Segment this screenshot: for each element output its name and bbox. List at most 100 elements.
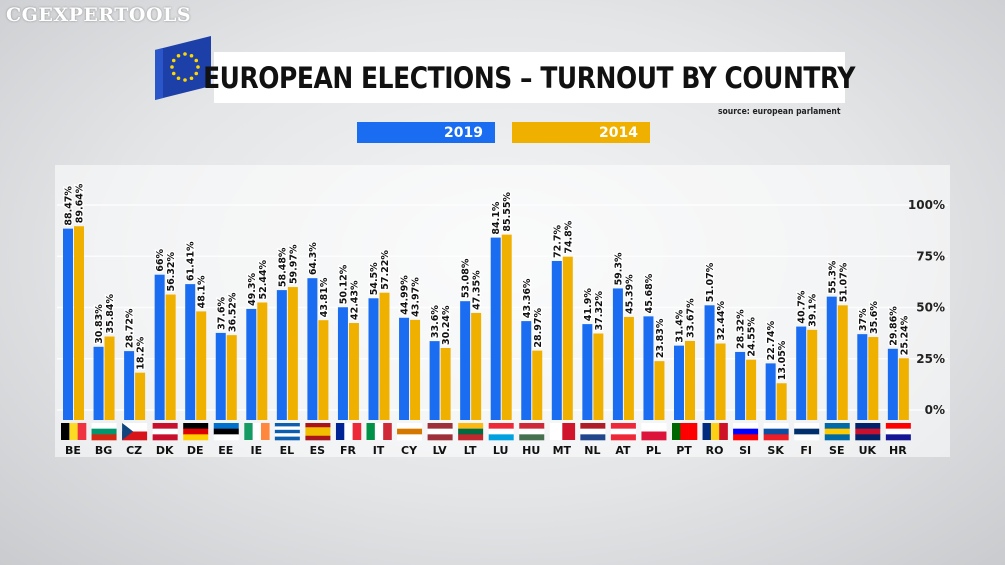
bar-value-label: 25.24% — [899, 315, 910, 355]
bar-value-label: 47.35% — [472, 270, 483, 310]
bar-value-label: 29.86% — [888, 306, 899, 346]
flag-LV-stripe — [427, 434, 453, 441]
bar-value-label: 72.7% — [552, 225, 563, 258]
bar-value-label: 74.8% — [563, 220, 574, 253]
bar-2019-RO — [704, 305, 715, 420]
bar-value-label: 37% — [858, 308, 869, 331]
country-label: RO — [706, 444, 724, 457]
bar-2014-DE — [196, 311, 207, 420]
flag-CZ-triangle — [122, 423, 134, 440]
country-label: NL — [584, 444, 600, 457]
country-label: ES — [310, 444, 326, 457]
flag-DE-stripe — [183, 434, 209, 441]
title-box: EUROPEAN ELECTIONS – TURNOUT BY COUNTRY — [204, 52, 856, 103]
bar-value-label: 59.3% — [613, 252, 624, 285]
flag-EL-stripe — [274, 433, 300, 437]
flag-EL-stripe — [274, 423, 300, 427]
flag-FI-stripe — [794, 423, 820, 429]
bar-2019-SI — [735, 351, 746, 420]
bar-2014-IT — [379, 292, 390, 420]
eu-star-icon — [171, 58, 176, 63]
y-tick-label: 50% — [916, 301, 945, 315]
flag-ES-stripe — [305, 431, 331, 437]
bar-value-label: 48.1% — [197, 275, 208, 308]
flag-BE-stripe — [61, 423, 70, 440]
flag-LT-stripe — [458, 434, 484, 441]
flag-BE-stripe — [77, 423, 87, 440]
bar-value-label: 36.52% — [227, 292, 238, 332]
eu-star-icon — [183, 52, 187, 56]
country-label: EL — [280, 444, 295, 457]
bar-2019-SE — [826, 296, 837, 420]
flag-DK-stripe — [152, 434, 178, 441]
bar-2014-SE — [837, 305, 848, 420]
bar-value-label: 55.3% — [827, 260, 838, 293]
country-label: CY — [401, 444, 418, 457]
bar-value-label: 51.07% — [705, 262, 716, 302]
flag-EE-stripe — [213, 434, 239, 441]
bar-2019-AT — [612, 288, 623, 420]
bar-2019-BG — [93, 346, 104, 420]
flag-PT-stripe — [680, 423, 689, 440]
bar-2014-BE — [74, 226, 84, 420]
chart-title: EUROPEAN ELECTIONS – TURNOUT BY COUNTRY — [203, 60, 856, 95]
country-label: HR — [889, 444, 907, 457]
bar-2014-CZ — [135, 372, 146, 420]
country-label: PT — [676, 444, 692, 457]
flag-AT-stripe — [610, 434, 636, 441]
flag-IE-stripe — [260, 423, 270, 440]
flag-LT-stripe — [458, 423, 484, 429]
eu-star-icon — [183, 78, 187, 82]
bar-2019-PT — [674, 345, 684, 420]
bar-value-label: 37.6% — [216, 296, 227, 329]
bar-2019-LV — [429, 341, 440, 420]
bar-2014-NL — [593, 333, 604, 420]
bar-value-label: 84.1% — [491, 201, 502, 234]
bar-2019-CY — [399, 317, 410, 420]
bar-2019-FR — [337, 307, 348, 420]
bar-value-label: 43.81% — [319, 277, 330, 317]
flag-BE-stripe — [69, 423, 78, 440]
flag-HR-stripe — [885, 434, 911, 441]
flag-IE-stripe — [244, 423, 253, 440]
bar-2019-LU — [490, 237, 501, 420]
flag-CZ-stripe — [122, 431, 148, 441]
bar-value-label: 33.6% — [430, 305, 441, 338]
bar-2014-LT — [471, 312, 482, 420]
legend-2019: 2019 — [357, 122, 495, 143]
bar-value-label: 30.83% — [94, 304, 105, 344]
flag-SE-stripe — [824, 428, 850, 435]
eu-star-icon — [189, 76, 194, 81]
flag-AT-stripe — [610, 428, 636, 435]
flag-DE-stripe — [183, 428, 209, 435]
bar-2014-HR — [898, 358, 909, 420]
bar-2019-HU — [521, 321, 532, 420]
flag-AT-stripe — [610, 423, 636, 429]
country-label: BE — [65, 444, 81, 457]
bar-2014-CY — [410, 319, 421, 420]
country-label: FR — [340, 444, 357, 457]
bar-value-label: 49.3% — [247, 272, 258, 305]
bar-2014-EL — [287, 287, 298, 420]
bar-value-label: 58.48% — [277, 247, 288, 287]
flag-UK-stripe — [855, 428, 881, 435]
flag-EL-stripe — [274, 429, 300, 434]
flag-UK-stripe — [855, 434, 881, 441]
eu-star-icon — [171, 71, 176, 76]
flag-DK-stripe — [152, 423, 178, 429]
flag-SK-stripe — [763, 434, 789, 441]
flag-MT-stripe — [549, 423, 563, 440]
flag-UK-stripe — [855, 423, 881, 429]
bar-2014-BG — [104, 336, 115, 420]
flag-ES-stripe — [305, 423, 331, 428]
y-tick-label: 75% — [916, 249, 945, 263]
flag-HR-stripe — [885, 428, 911, 435]
flag-CZ-stripe — [122, 423, 148, 432]
flag-BG-stripe — [91, 423, 117, 429]
bar-2014-SI — [746, 359, 757, 420]
bar-2019-DK — [154, 274, 165, 420]
flag-NL-stripe — [580, 423, 606, 429]
flag-DK-stripe — [152, 428, 178, 435]
country-label: LV — [433, 444, 447, 457]
